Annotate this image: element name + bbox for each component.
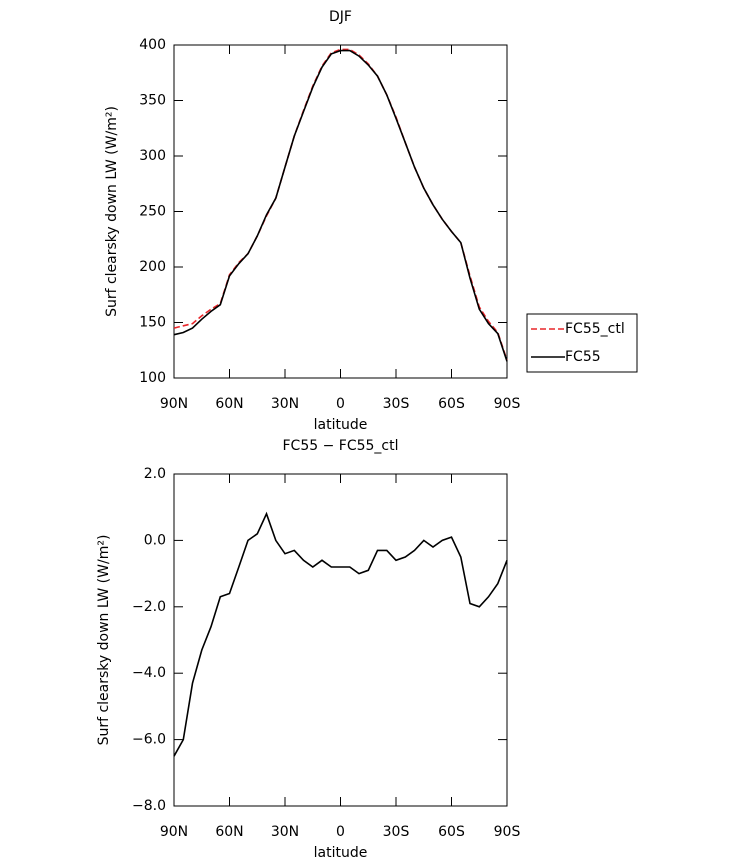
x-axis-title: latitude bbox=[314, 845, 368, 861]
x-tick-label: 90S bbox=[494, 824, 521, 840]
x-tick-label: 0 bbox=[336, 824, 345, 840]
x-tick-label: 30S bbox=[383, 824, 410, 840]
y-tick-label: 200 bbox=[139, 259, 166, 275]
x-tick-label: 30S bbox=[383, 396, 410, 412]
plot-frame bbox=[173, 473, 508, 807]
y-tick-label: 400 bbox=[139, 37, 166, 53]
y-tick-label: 2.0 bbox=[144, 466, 166, 482]
y-tick-label: 100 bbox=[139, 370, 166, 386]
y-tick-label: 0.0 bbox=[144, 532, 166, 548]
plot-frame bbox=[173, 44, 508, 379]
y-tick-label: 300 bbox=[139, 148, 166, 164]
chart-title: DJF bbox=[329, 9, 352, 25]
legend-box bbox=[526, 313, 638, 373]
x-tick-label: 90S bbox=[494, 396, 521, 412]
x-tick-label: 0 bbox=[336, 396, 345, 412]
y-tick-label: −2.0 bbox=[132, 599, 166, 615]
x-tick-label: 30N bbox=[271, 824, 299, 840]
x-tick-label: 60N bbox=[215, 396, 243, 412]
x-tick-label: 60S bbox=[438, 824, 465, 840]
y-axis-title: Surf clearsky down LW (W/m²) bbox=[104, 106, 120, 317]
data-line bbox=[173, 49, 508, 362]
y-tick-label: 250 bbox=[139, 204, 166, 220]
x-tick-label: 90N bbox=[160, 396, 188, 412]
x-axis-title: latitude bbox=[314, 417, 368, 433]
chart-title: FC55 − FC55_ctl bbox=[283, 438, 399, 454]
y-tick-label: 150 bbox=[139, 315, 166, 331]
x-tick-label: 90N bbox=[160, 824, 188, 840]
y-axis-title: Surf clearsky down LW (W/m²) bbox=[96, 535, 112, 746]
legend-label: FC55 bbox=[565, 349, 601, 365]
x-tick-label: 30N bbox=[271, 396, 299, 412]
y-tick-label: −4.0 bbox=[132, 665, 166, 681]
y-tick-label: 350 bbox=[139, 93, 166, 109]
x-tick-label: 60N bbox=[215, 824, 243, 840]
data-line bbox=[173, 511, 508, 757]
y-tick-label: −8.0 bbox=[132, 798, 166, 814]
legend-label: FC55_ctl bbox=[565, 321, 625, 337]
x-tick-label: 60S bbox=[438, 396, 465, 412]
y-tick-label: −6.0 bbox=[132, 732, 166, 748]
data-line bbox=[173, 48, 508, 361]
